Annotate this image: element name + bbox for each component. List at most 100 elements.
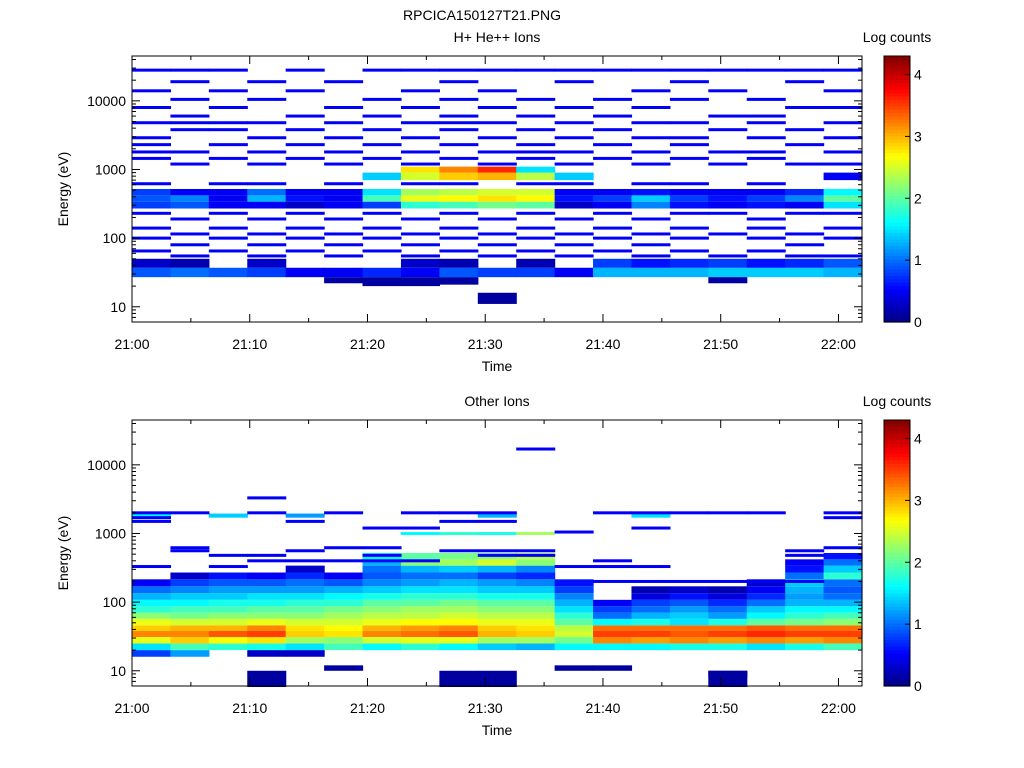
heatmap-cell: [631, 254, 671, 258]
heatmap-cell: [285, 128, 325, 132]
heatmap-cell: [362, 277, 402, 287]
colorbar-swatch: [884, 119, 910, 124]
colorbar-swatch: [884, 559, 910, 564]
heatmap-cell: [208, 236, 248, 240]
heatmap-cell: [439, 97, 479, 101]
heatmap-cell: [708, 114, 748, 118]
colorbar-swatch: [884, 469, 910, 474]
colorbar-tick-label: 3: [914, 128, 922, 144]
heatmap-cell: [554, 105, 594, 109]
heatmap-cell: [516, 586, 556, 594]
heatmap-cell: [746, 188, 786, 196]
heatmap-cell: [708, 637, 748, 644]
heatmap-cell: [785, 606, 825, 613]
heatmap-cell: [362, 559, 402, 563]
heatmap-cell: [208, 599, 248, 607]
heatmap-cell: [669, 195, 709, 202]
heatmap-cell: [285, 513, 325, 518]
colorbar-swatch: [884, 666, 910, 670]
heatmap-cell: [554, 162, 594, 166]
heatmap-cell: [400, 625, 440, 631]
heatmap-cell: [439, 593, 479, 600]
heatmap-cell: [823, 630, 863, 638]
heatmap-cell: [208, 68, 248, 72]
heatmap-cell: [823, 267, 863, 278]
x-axis-label: Time: [482, 358, 513, 374]
colorbar-swatch: [884, 553, 910, 557]
heatmap-cell: [247, 606, 287, 613]
heatmap-cell: [362, 593, 402, 600]
heatmap-cell: [516, 114, 556, 118]
heatmap-cell: [400, 267, 440, 278]
heatmap-cell: [362, 195, 402, 202]
heatmap-cell: [669, 618, 709, 626]
heatmap-cell: [669, 579, 709, 583]
heatmap-cell: [554, 150, 594, 154]
colorbar-swatch: [884, 255, 910, 260]
heatmap-cell: [746, 182, 786, 186]
heatmap-cell: [823, 546, 863, 550]
colorbar-swatch: [884, 162, 910, 167]
heatmap-cell: [400, 182, 440, 186]
heatmap-cell: [823, 136, 863, 140]
colorbar-swatch: [884, 115, 910, 120]
y-axis: 10 100 1000 10000: [87, 59, 862, 323]
heatmap-cell: [208, 267, 248, 278]
heatmap-cell: [785, 162, 825, 166]
heatmap-cell: [247, 162, 287, 166]
heatmap-cell: [285, 549, 325, 553]
heatmap-cell: [554, 565, 594, 569]
heatmap-cell: [285, 114, 325, 118]
colorbar-swatch: [884, 218, 910, 223]
heatmap-cell: [823, 172, 863, 181]
x-tick-label: 21:40: [585, 700, 620, 716]
heatmap-cell: [208, 643, 248, 651]
heatmap-cell: [516, 565, 556, 573]
heatmap-cell: [208, 128, 248, 132]
heatmap-cell: [247, 258, 287, 268]
heatmap-cell: [593, 643, 633, 651]
colorbar-swatch: [884, 453, 910, 458]
heatmap-cell: [554, 136, 594, 140]
heatmap-cell: [669, 211, 709, 215]
heatmap-cell: [669, 599, 709, 607]
heatmap-cell: [208, 625, 248, 631]
heatmap-cell: [746, 68, 786, 72]
heatmap-cell: [285, 586, 325, 594]
colorbar-swatch: [884, 312, 910, 316]
heatmap-cell: [823, 150, 863, 154]
heatmap-cell: [593, 156, 633, 160]
heatmap-cell: [631, 258, 671, 268]
x-tick-label: 21:30: [468, 336, 503, 352]
heatmap-cell: [593, 565, 633, 569]
colorbar-swatch: [884, 596, 910, 601]
heatmap-cell: [324, 182, 364, 186]
heatmap-cell: [208, 593, 248, 600]
heatmap-cell: [362, 114, 402, 118]
heatmap-cell: [132, 637, 172, 644]
colorbar-swatch: [884, 486, 910, 491]
heatmap-cell: [554, 665, 594, 671]
heatmap-cell: [516, 637, 556, 644]
heatmap-cell: [554, 121, 594, 125]
heatmap-cell: [708, 586, 748, 594]
heatmap-cell: [439, 172, 479, 181]
colorbar-swatch: [884, 252, 910, 257]
heatmap-cell: [477, 68, 517, 72]
colorbar-swatch: [884, 215, 910, 220]
heatmap-cell: [247, 579, 287, 587]
colorbar-swatch: [884, 245, 910, 250]
heatmap-cell: [324, 188, 364, 196]
heatmap-cell: [362, 559, 402, 566]
colorbar-swatch: [884, 582, 910, 587]
heatmap-cell: [746, 236, 786, 240]
heatmap-cell: [400, 643, 440, 651]
colorbar-swatch: [884, 109, 910, 114]
heatmap-cell: [516, 195, 556, 202]
heatmap-cell: [208, 105, 248, 109]
y-axis-label: Energy (eV): [55, 152, 71, 227]
colorbar-tick-label: 0: [914, 678, 922, 694]
colorbar-swatch: [884, 185, 910, 190]
heatmap-cell: [400, 532, 440, 536]
colorbar-swatch: [884, 92, 910, 97]
